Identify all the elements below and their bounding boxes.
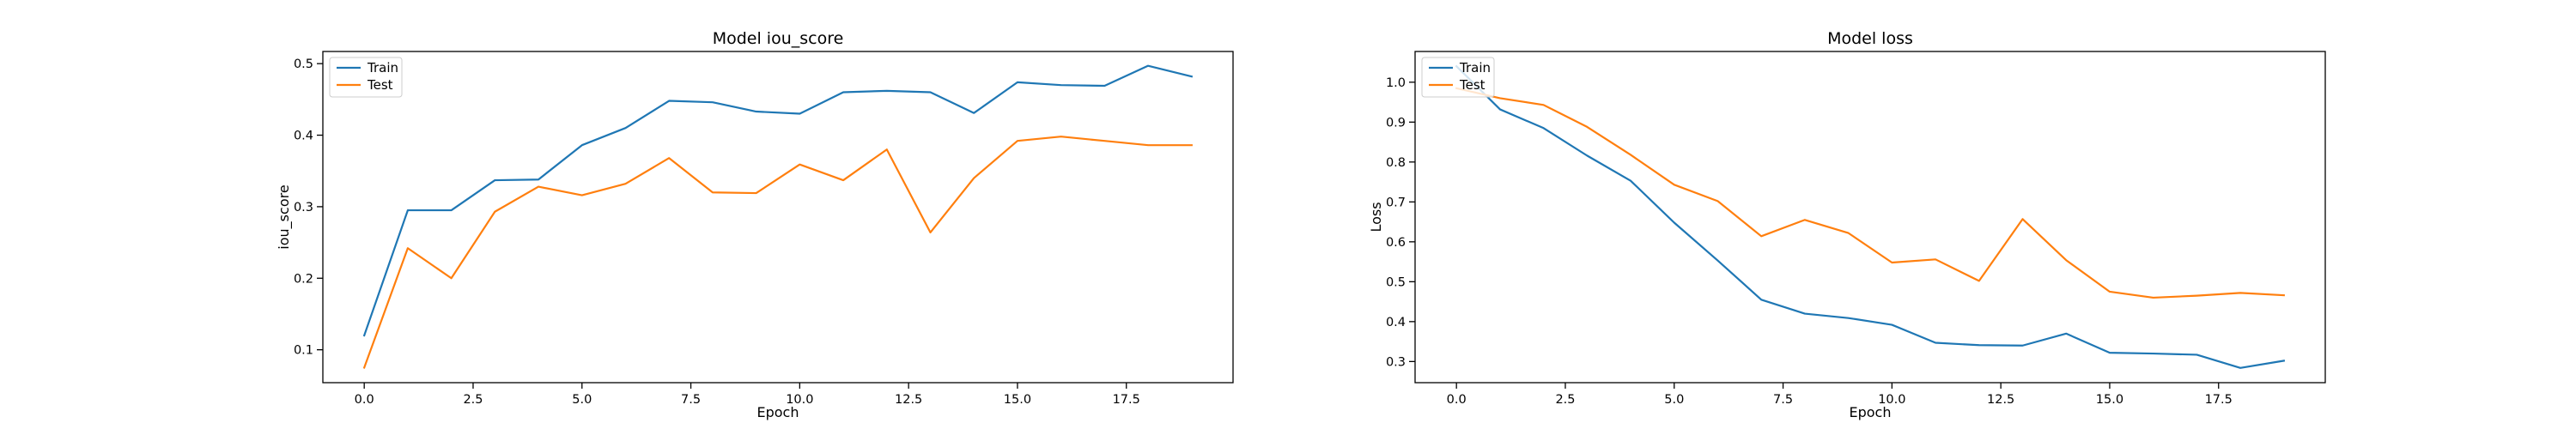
chart-title: Model iou_score — [713, 29, 844, 48]
x-tick-label: 2.5 — [463, 393, 483, 407]
x-axis-label: Epoch — [757, 404, 799, 420]
legend: Train Test — [329, 57, 403, 98]
y-tick-label: 0.7 — [1386, 196, 1406, 209]
y-tick-label: 0.5 — [294, 57, 313, 71]
x-tick-label: 5.0 — [572, 393, 592, 407]
x-tick-label: 15.0 — [1004, 393, 1031, 407]
y-axis-ticks: 0.1 0.2 0.3 0.4 0.5 — [294, 57, 323, 358]
legend: Train Test — [1421, 57, 1495, 98]
chart-loss: Model loss 0.0 2.5 5.0 7.5 10.0 12.5 15.0 17.5 … — [1368, 29, 2326, 420]
plot-area — [322, 51, 1234, 384]
y-tick-label: 0.6 — [1386, 236, 1406, 250]
y-tick-label: 0.1 — [294, 344, 313, 358]
series-lines — [362, 64, 1194, 369]
x-tick-label: 7.5 — [1773, 393, 1793, 407]
y-tick-label: 0.9 — [1386, 116, 1406, 130]
y-tick-label: 0.2 — [294, 272, 313, 286]
x-tick-label: 2.5 — [1555, 393, 1575, 407]
y-tick-label: 0.4 — [1386, 316, 1406, 329]
series-lines — [1455, 64, 2286, 369]
x-tick-label: 10.0 — [1878, 393, 1905, 407]
plot-area — [1414, 51, 2326, 384]
legend-label-train: Train — [1459, 60, 1491, 76]
x-tick-label: 10.0 — [786, 393, 813, 407]
x-tick-label: 17.5 — [1113, 393, 1140, 407]
series-line-test — [1455, 87, 2285, 299]
y-tick-label: 0.4 — [294, 130, 313, 143]
x-tick-label: 0.0 — [355, 393, 374, 407]
y-tick-label: 0.8 — [1386, 156, 1406, 170]
x-tick-label: 0.0 — [1447, 393, 1467, 407]
series-line-train — [362, 64, 1194, 337]
x-tick-label: 17.5 — [2205, 393, 2233, 407]
x-axis-ticks: 0.0 2.5 5.0 7.5 10.0 12.5 15.0 17.5 — [1447, 383, 2233, 407]
x-tick-label: 12.5 — [1987, 393, 2014, 407]
y-axis-ticks: 0.3 0.4 0.5 0.6 0.7 0.8 0.9 1.0 — [1386, 76, 1415, 369]
y-axis-label: Loss — [1368, 202, 1384, 232]
y-tick-label: 0.3 — [1386, 355, 1406, 369]
legend-label-test: Test — [1459, 77, 1485, 93]
y-tick-label: 0.3 — [294, 201, 313, 214]
x-axis-ticks: 0.0 2.5 5.0 7.5 10.0 12.5 15.0 17.5 — [355, 383, 1140, 407]
x-tick-label: 7.5 — [681, 393, 701, 407]
y-axis-label: iou_score — [276, 184, 293, 249]
x-tick-label: 15.0 — [2096, 393, 2123, 407]
legend-label-train: Train — [367, 60, 398, 76]
chart-title: Model loss — [1827, 29, 1913, 48]
x-tick-label: 12.5 — [895, 393, 922, 407]
y-tick-label: 1.0 — [1386, 76, 1406, 90]
x-tick-label: 5.0 — [1664, 393, 1684, 407]
legend-label-test: Test — [367, 77, 393, 93]
chart-iou-score: Model iou_score 0.0 2.5 5.0 7.5 10.0 12.5 15.0… — [276, 29, 1234, 420]
y-tick-label: 0.5 — [1386, 275, 1406, 289]
series-line-test — [362, 136, 1193, 369]
series-line-train — [1455, 64, 2286, 369]
x-axis-label: Epoch — [1850, 404, 1892, 420]
